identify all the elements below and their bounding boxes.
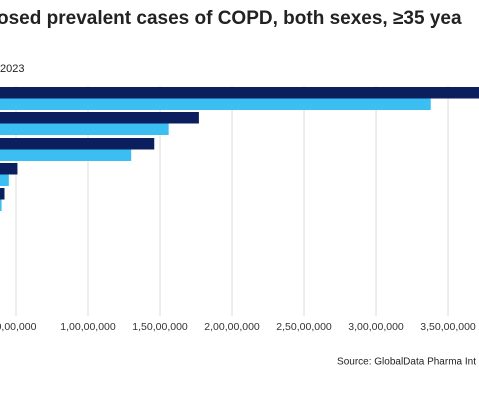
source-note: Source: GlobalData Pharma Int	[337, 357, 476, 368]
bar	[0, 149, 132, 161]
bar	[0, 163, 18, 175]
chart-title: osed prevalent cases of COPD, both sexes…	[0, 8, 462, 29]
bar	[0, 199, 2, 211]
x-tick-label: 0,00,000	[0, 321, 37, 333]
legend-label: 2023	[0, 63, 24, 75]
x-tick-label: 1,00,00,000	[60, 321, 116, 333]
x-tick-label: 2,50,00,000	[276, 321, 332, 333]
bar	[0, 174, 9, 186]
x-tick-label: 1,50,00,000	[132, 321, 188, 333]
bar	[0, 112, 199, 124]
bar	[0, 87, 479, 99]
bar	[0, 123, 169, 135]
x-tick-label: 3,50,00,000	[420, 321, 476, 333]
bar	[0, 188, 5, 200]
bar	[0, 98, 431, 110]
bar	[0, 138, 155, 150]
x-tick-label: 2,00,00,000	[204, 321, 260, 333]
x-tick-label: 3,00,00,000	[348, 321, 404, 333]
